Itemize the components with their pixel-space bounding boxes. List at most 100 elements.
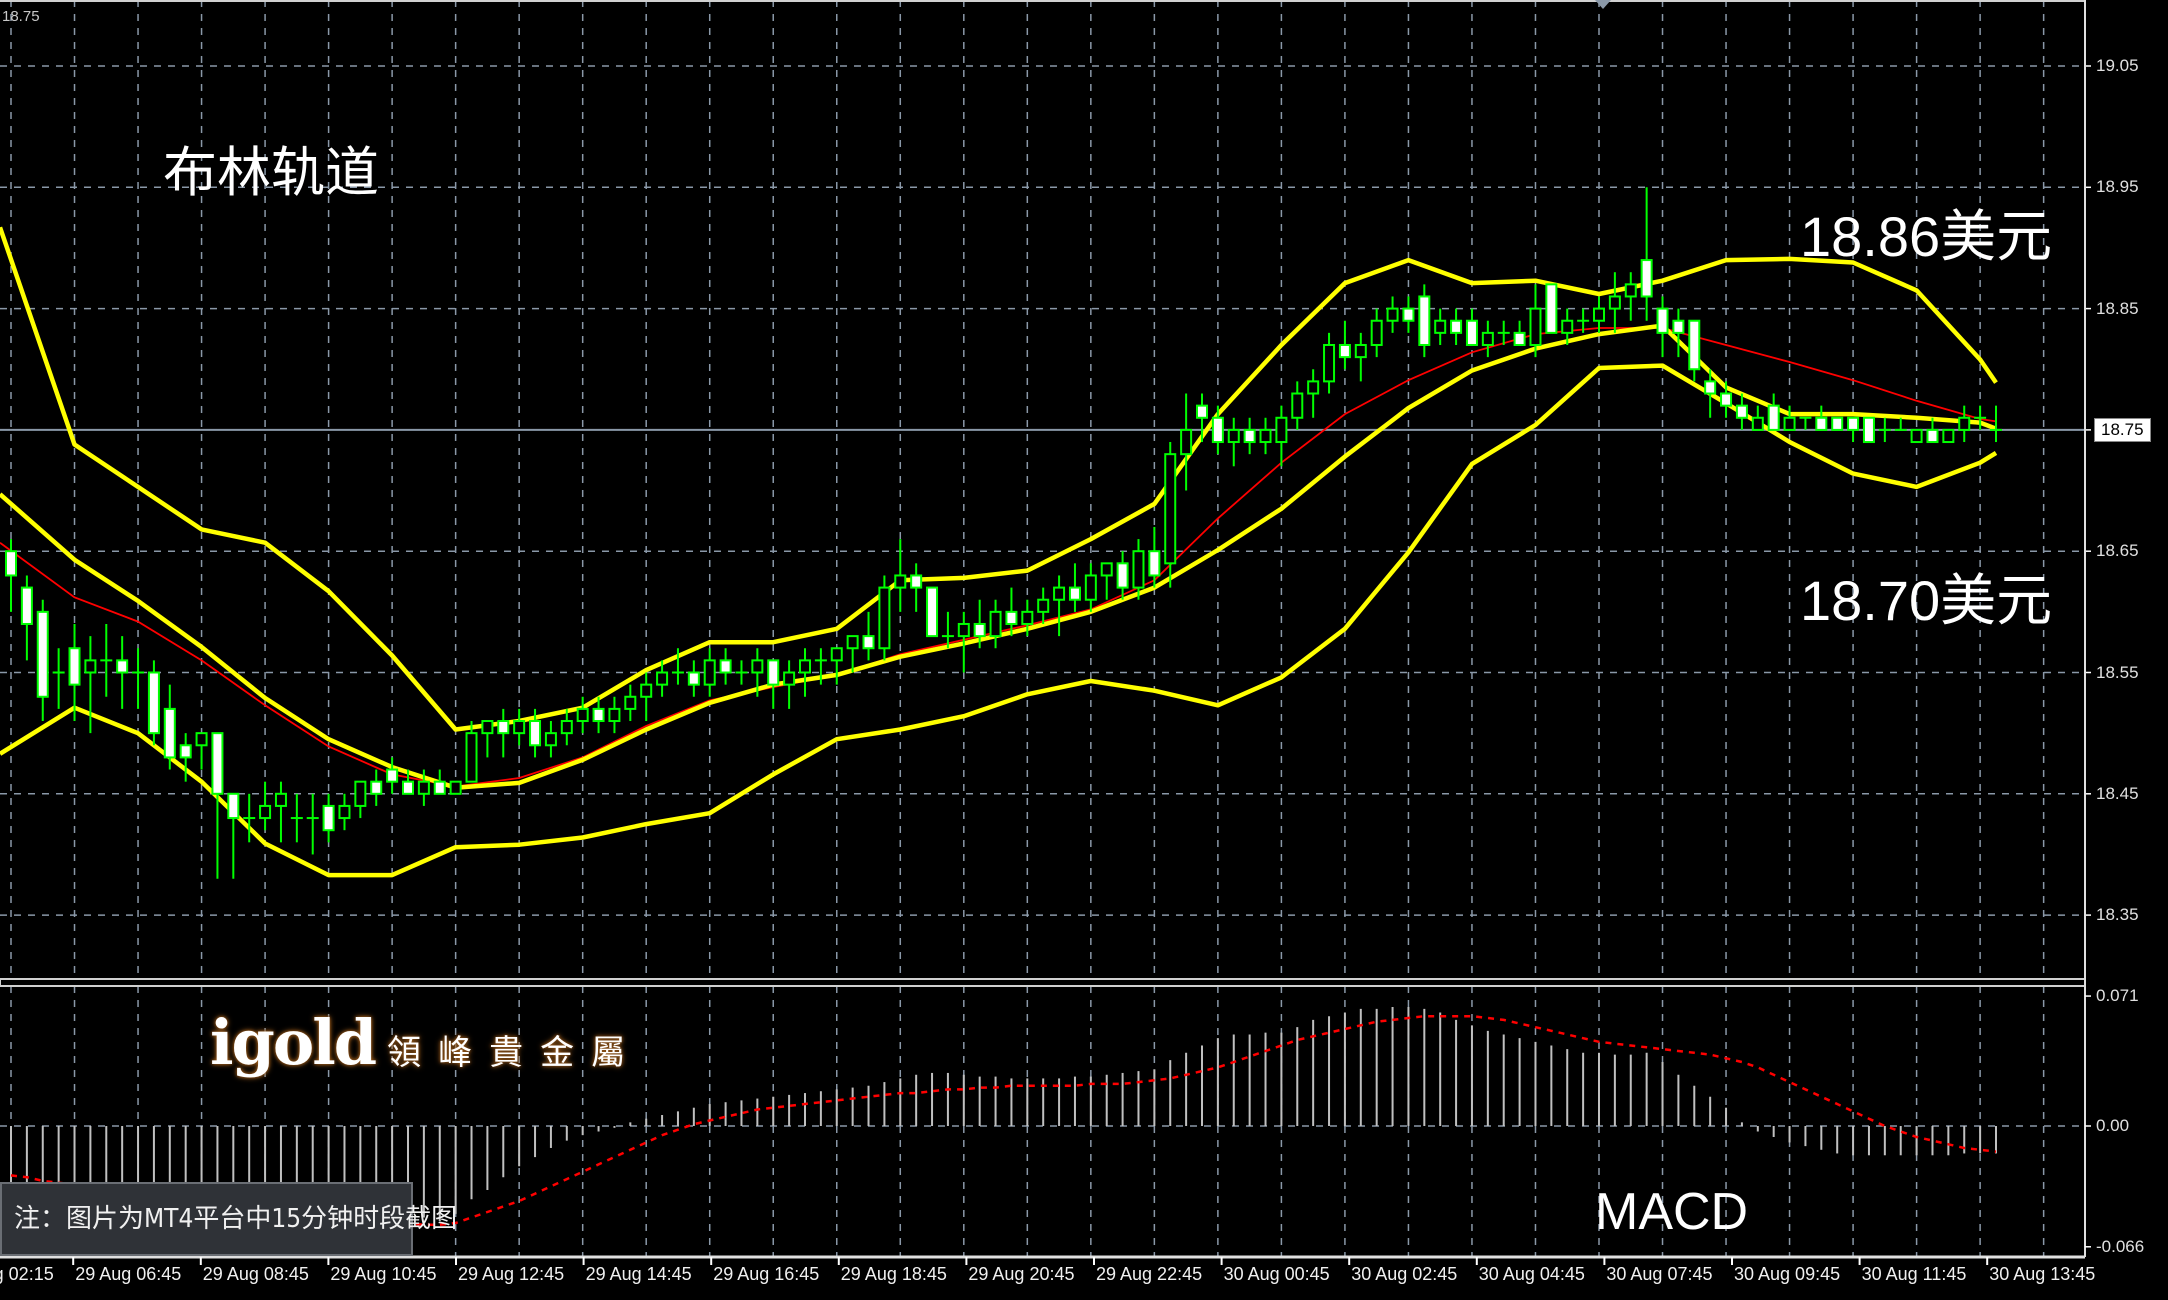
time-tick-label: 29 Aug 08:45 [202,1264,309,1284]
candle-bull [1275,416,1288,444]
bollinger-middle-line [0,323,1997,790]
candle-bear [370,780,383,795]
candle-bull [84,659,97,674]
macd-signal-line [10,1014,1997,1227]
candle-bear [1068,586,1081,601]
candle-bear [1243,428,1256,444]
candle-bear [497,720,510,735]
candle-bear [1402,307,1415,322]
candle-bear [1672,319,1685,334]
time-tick-label: 30 Aug 04:45 [1478,1264,1585,1284]
upper-band-annotation: 18.86美元 [1800,205,2053,268]
candle-bear [1767,404,1780,431]
screenshot-note: 注：图片为MT4平台中15分钟时段截图 [0,1182,457,1256]
time-tick-label: 29 Aug 22:45 [1096,1264,1203,1284]
candle-bull [1386,307,1399,322]
candle-bear [163,707,176,759]
candle-bull [1323,343,1336,383]
candle-bull [259,804,272,820]
candle-bull [1958,416,1971,431]
candle-bear [1148,550,1161,577]
time-tick-label: 30 Aug 11:45 [1861,1264,1967,1284]
candle-bear [68,647,81,686]
candle-bear [1513,331,1526,346]
time-tick-label: 29 Aug 06:45 [75,1264,182,1284]
candle-bear [1465,319,1478,346]
price-tick-label: 18.85 [2096,298,2139,318]
candle-bear [227,792,240,820]
candle-bull [624,695,637,710]
candle-bear [1656,307,1669,334]
time-tick-label: 29 Aug 14:45 [585,1264,692,1284]
candle-bull [1529,307,1542,346]
candle-bull [989,610,1002,638]
time-tick-label: 29 Aug 02:15 [0,1264,54,1284]
candle-bear [211,732,224,795]
candle-bull [1561,319,1574,334]
candle-bull [830,647,843,662]
candle-bear [386,768,399,783]
candle-bull [1021,610,1034,625]
candle-bull [1434,319,1447,334]
chart-title: 布林轨道 [163,141,379,204]
candle-bear [592,707,605,723]
candle-bear [402,780,414,795]
candle-bear [1720,392,1733,407]
time-tick-label: 30 Aug 07:45 [1606,1264,1713,1284]
candle-bear [719,659,732,674]
candle-bear [1450,319,1463,334]
candle-bull [1053,586,1066,601]
candle-bull [1624,283,1637,298]
candle-bull [1354,343,1367,359]
candle-bear [1704,380,1717,395]
candle-bear [147,671,160,735]
time-tick-label: 30 Aug 13:45 [1989,1264,2096,1284]
candle-bear [1926,428,1939,444]
candle-bull [846,635,859,650]
candle-bear [36,610,49,698]
chart-shift-marker-icon [1595,0,1611,9]
candle-bull [1608,295,1621,310]
candle-bull [640,683,653,698]
candle-bull [1132,550,1145,589]
candle-bear [179,744,192,759]
price-tick-label: 19.05 [2096,56,2139,75]
candle-bull [1481,331,1494,346]
time-tick-label: 29 Aug 20:45 [968,1264,1075,1284]
logo-chinese: 領峰貴金屬 [387,1033,643,1073]
candle-bear [1005,610,1018,625]
candle-bear [926,586,939,638]
candle-bear [20,586,33,625]
candle-bull [957,622,970,638]
pane-separator [0,978,2086,987]
candle-bull [1227,428,1240,444]
lower-band-annotation: 18.70美元 [1800,569,2053,632]
candle-bull [1037,598,1050,613]
price-tick-label: 18.45 [2096,783,2139,803]
candle-bull [1751,416,1764,431]
candle-bear [767,659,780,686]
candle-bear [322,804,335,832]
candle-bull [1164,453,1177,565]
candle-bull [1370,319,1383,346]
candle-bear [1862,416,1875,444]
price-tick-label: 18.65 [2096,541,2139,561]
candle-bull [1942,428,1955,444]
macd-tick-label: -0.066 [2096,1236,2145,1256]
candle-bear [973,622,986,638]
igold-logo: igold 領峰貴金屬 [210,1006,642,1079]
candle-bear [1211,416,1224,444]
candle-bear [1640,259,1653,298]
candle-bear [1545,283,1558,334]
macd-label: MACD [1595,1183,1749,1241]
candle-bull [608,707,621,723]
candle-bear [1831,416,1844,431]
candle-bear [1688,319,1701,371]
time-tick-label: 30 Aug 02:45 [1351,1264,1458,1284]
candle-bull [1307,380,1320,395]
candle-bull [576,707,589,723]
candle-bear [433,780,446,795]
candle-bull [481,720,494,735]
candle-bear [1418,295,1431,346]
